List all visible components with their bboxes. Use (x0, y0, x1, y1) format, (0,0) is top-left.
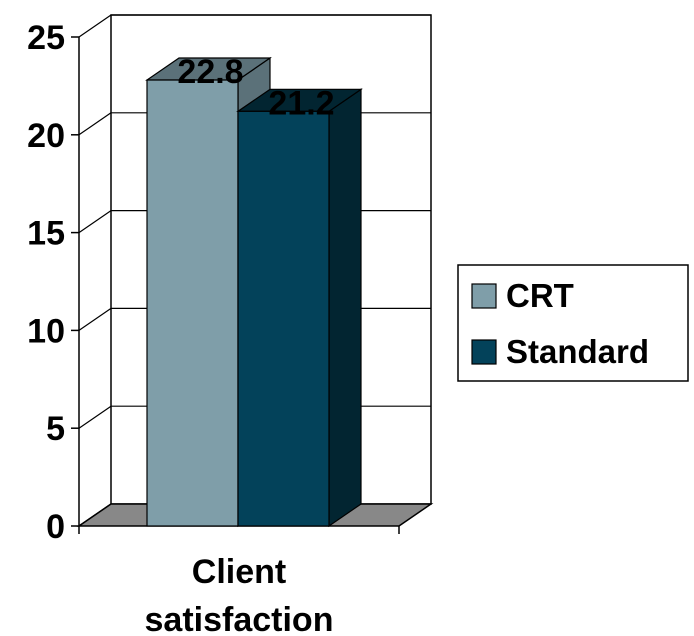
gridline-depth (78, 112, 112, 136)
gridline-depth (78, 14, 112, 38)
data-label-standard: 21.2 (268, 84, 334, 122)
data-label-crt: 22.8 (177, 53, 243, 91)
legend-item-standard: Standard (471, 333, 649, 370)
data-labels: 22.8 21.2 (177, 53, 334, 122)
gridline-depth (78, 210, 112, 234)
x-category-label: satisfaction (145, 601, 334, 636)
bar-front (237, 110, 330, 527)
bars (145, 56, 363, 528)
gridline-depth (78, 307, 112, 331)
legend-label: CRT (506, 277, 574, 314)
bar-side (328, 88, 362, 528)
y-tick-label: 15 (27, 215, 65, 253)
legend-item-crt: CRT (471, 277, 574, 314)
x-axis-labels: Client satisfaction (145, 553, 334, 636)
y-tick-label: 10 (27, 312, 65, 350)
legend-label: Standard (506, 333, 649, 370)
y-tick-label: 0 (46, 508, 65, 546)
bar-standard (236, 88, 363, 528)
gridline-depth (78, 405, 112, 429)
y-tick-label: 20 (27, 117, 65, 155)
y-tick-label: 25 (27, 19, 65, 57)
legend-swatch (471, 339, 497, 365)
bar-front (146, 79, 239, 527)
legend: CRT Standard (457, 264, 689, 382)
y-tick-label: 5 (46, 410, 65, 448)
legend-swatch (471, 283, 497, 309)
y-axis: 0 5 10 15 20 25 (27, 19, 80, 546)
x-category-label: Client (192, 553, 286, 591)
